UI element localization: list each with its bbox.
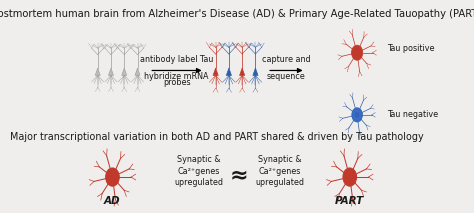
Polygon shape <box>135 68 140 75</box>
Circle shape <box>110 173 115 181</box>
Polygon shape <box>122 68 127 75</box>
Text: Postmortem human brain from Alzheimer's Disease (AD) & Primary Age-Related Tauop: Postmortem human brain from Alzheimer's … <box>0 9 474 19</box>
Text: Tau negative: Tau negative <box>387 110 438 119</box>
Circle shape <box>355 50 359 56</box>
Text: sequence: sequence <box>267 72 306 81</box>
Circle shape <box>352 45 363 60</box>
Text: Tau positive: Tau positive <box>387 44 434 53</box>
Text: ≈: ≈ <box>230 165 248 185</box>
Text: probes: probes <box>163 78 191 87</box>
Polygon shape <box>109 68 113 75</box>
Circle shape <box>355 112 359 118</box>
Polygon shape <box>239 68 245 75</box>
Text: capture and: capture and <box>262 55 310 63</box>
Text: hybridize mRNA: hybridize mRNA <box>144 72 209 81</box>
Circle shape <box>343 168 356 186</box>
Circle shape <box>347 173 353 181</box>
Text: PART: PART <box>335 196 365 206</box>
Polygon shape <box>213 68 218 75</box>
Text: antibody label Tau: antibody label Tau <box>140 55 213 63</box>
Text: Major transcriptional variation in both AD and PART shared & driven by Tau patho: Major transcriptional variation in both … <box>10 132 424 142</box>
Text: Synaptic &
Ca²⁺genes
upregulated: Synaptic & Ca²⁺genes upregulated <box>255 155 304 187</box>
Text: Synaptic &
Ca²⁺genes
upregulated: Synaptic & Ca²⁺genes upregulated <box>174 155 223 187</box>
Polygon shape <box>95 68 100 75</box>
Circle shape <box>352 108 363 122</box>
Polygon shape <box>253 68 258 75</box>
Text: AD: AD <box>104 196 121 206</box>
Circle shape <box>106 168 119 186</box>
Polygon shape <box>226 68 231 75</box>
